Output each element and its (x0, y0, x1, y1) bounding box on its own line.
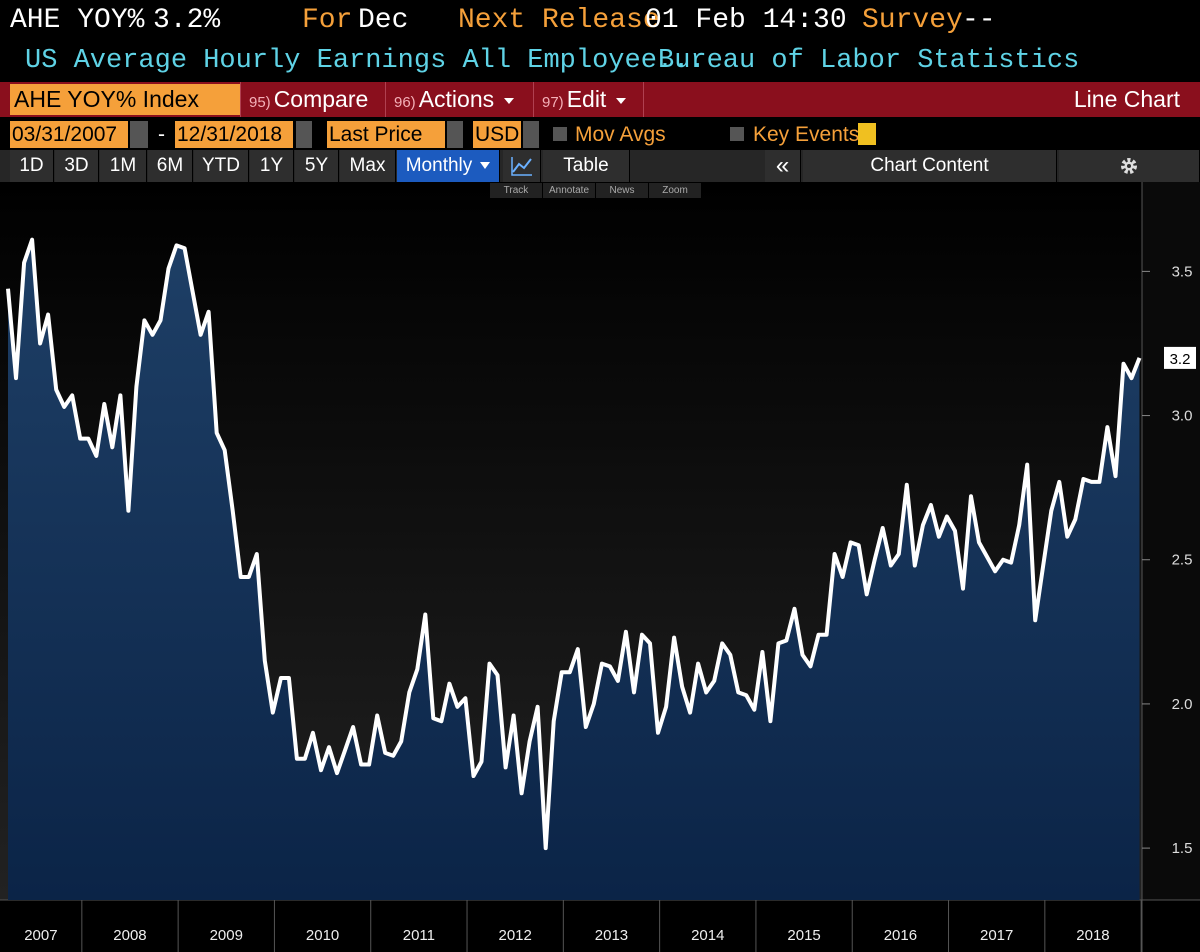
mini-button[interactable]: News (596, 183, 649, 198)
frequency[interactable]: Monthly (397, 150, 500, 182)
button-number: 97) (542, 94, 564, 111)
period-button[interactable]: 3D (55, 150, 99, 182)
source: Bureau of Labor Statistics (658, 46, 1080, 76)
chart-type[interactable]: Line Chart (1073, 86, 1180, 112)
x-tick-label: 2009 (210, 927, 243, 944)
mini-button[interactable]: Track (490, 183, 543, 198)
period-button[interactable]: 6M (148, 150, 193, 182)
ticker: AHE YOY% (10, 5, 145, 36)
line (6, 237, 1142, 851)
dropdown[interactable] (523, 121, 539, 148)
period-button[interactable]: 1Y (250, 150, 294, 182)
end-date[interactable]: 12/31/2018 (175, 121, 293, 148)
x-tick-label: 2007 (24, 927, 57, 944)
period: Dec (358, 5, 409, 36)
button-number: 96) (394, 94, 416, 111)
period-button[interactable]: 1D (10, 150, 54, 182)
x-tick-label: 2013 (595, 927, 628, 944)
mov-avgs[interactable]: Mov Avgs (575, 123, 666, 146)
period-button[interactable]: YTD (194, 150, 249, 182)
next-date: 01 Feb 14:30 (645, 5, 847, 36)
field[interactable]: Last Price (327, 121, 445, 148)
x-tick-label: 2014 (691, 927, 724, 944)
button-label: Edit (566, 86, 607, 112)
x-tick-label: 2015 (787, 927, 820, 944)
x-tick-label: 2018 (1076, 927, 1109, 944)
dropdown-arrow (504, 97, 515, 104)
calendar-icon[interactable] (296, 121, 312, 148)
x-tick-label: 2011 (403, 927, 435, 944)
info-icon[interactable] (858, 123, 876, 145)
toolbar-button[interactable]: 95) Compare (240, 82, 385, 117)
table-button[interactable]: Table (543, 150, 630, 182)
next-label: Next Release (458, 5, 660, 36)
x-tick-label: 2017 (980, 927, 1013, 944)
area (8, 239, 1140, 900)
toolbar-button[interactable]: 97) Edit (533, 82, 643, 117)
gear-icon (1121, 157, 1137, 174)
last-value-box (1164, 346, 1196, 369)
survey-label: Survey (862, 5, 963, 36)
button-number: 95) (249, 94, 271, 111)
mini-button[interactable]: Zoom (649, 183, 702, 198)
x-tick-label: 2010 (306, 927, 339, 944)
start-date[interactable]: 03/31/2007 (10, 121, 128, 148)
collapse[interactable]: « (765, 150, 801, 182)
button-label: Actions (418, 86, 495, 112)
checkbox[interactable] (730, 127, 744, 141)
toolbar-button[interactable]: 96) Actions (385, 82, 533, 117)
mini-toolbar: Track Annotate News Zoom (490, 183, 702, 198)
icon (510, 156, 532, 176)
y-tick-label: 2.5 (1172, 552, 1193, 569)
chart-content[interactable]: Chart Content (803, 150, 1057, 182)
dropdown[interactable] (447, 121, 463, 148)
period-button[interactable]: Max (340, 150, 396, 182)
last-value: 3.2% (153, 5, 221, 36)
settings[interactable] (1059, 150, 1200, 182)
y-tick-label: 2.0 (1172, 696, 1193, 713)
survey: -- (962, 5, 996, 36)
security-name: US Average Hourly Earnings All Employee.… (25, 46, 706, 76)
mini-button[interactable]: Annotate (543, 183, 596, 198)
chart: 1.5 2.0 2.5 3.0 3.5 3.2 2007 2008 2009 2010 2011 20… (0, 182, 1200, 952)
dropdown-arrow (480, 162, 491, 170)
y-tick-label: 1.5 (1172, 840, 1193, 857)
frequency-label: Monthly (405, 155, 473, 176)
checkbox[interactable] (553, 127, 567, 141)
x-tick-label: 2008 (113, 927, 146, 944)
axis-background (1142, 182, 1200, 900)
x-tick-label: 2012 (498, 927, 531, 944)
line-icon[interactable] (503, 150, 541, 182)
dropdown-arrow (616, 97, 627, 104)
calendar-icon[interactable] (130, 121, 148, 148)
period-button[interactable]: 5Y (295, 150, 339, 182)
period-button[interactable]: 1M (100, 150, 147, 182)
key-events[interactable]: Key Events (753, 123, 860, 146)
y-tick-label: 3.5 (1172, 263, 1193, 280)
y-tick-label: 3.0 (1172, 408, 1193, 425)
security-input[interactable]: AHE YOY% Index (10, 84, 240, 115)
for-label: For (302, 5, 353, 36)
last-value-label: 3.2 (1170, 351, 1191, 368)
button-label: Compare (273, 86, 369, 112)
x-tick-label: 2016 (884, 927, 917, 944)
separator (643, 82, 644, 117)
date-sep: - (158, 123, 165, 146)
currency[interactable]: USD (473, 121, 521, 148)
